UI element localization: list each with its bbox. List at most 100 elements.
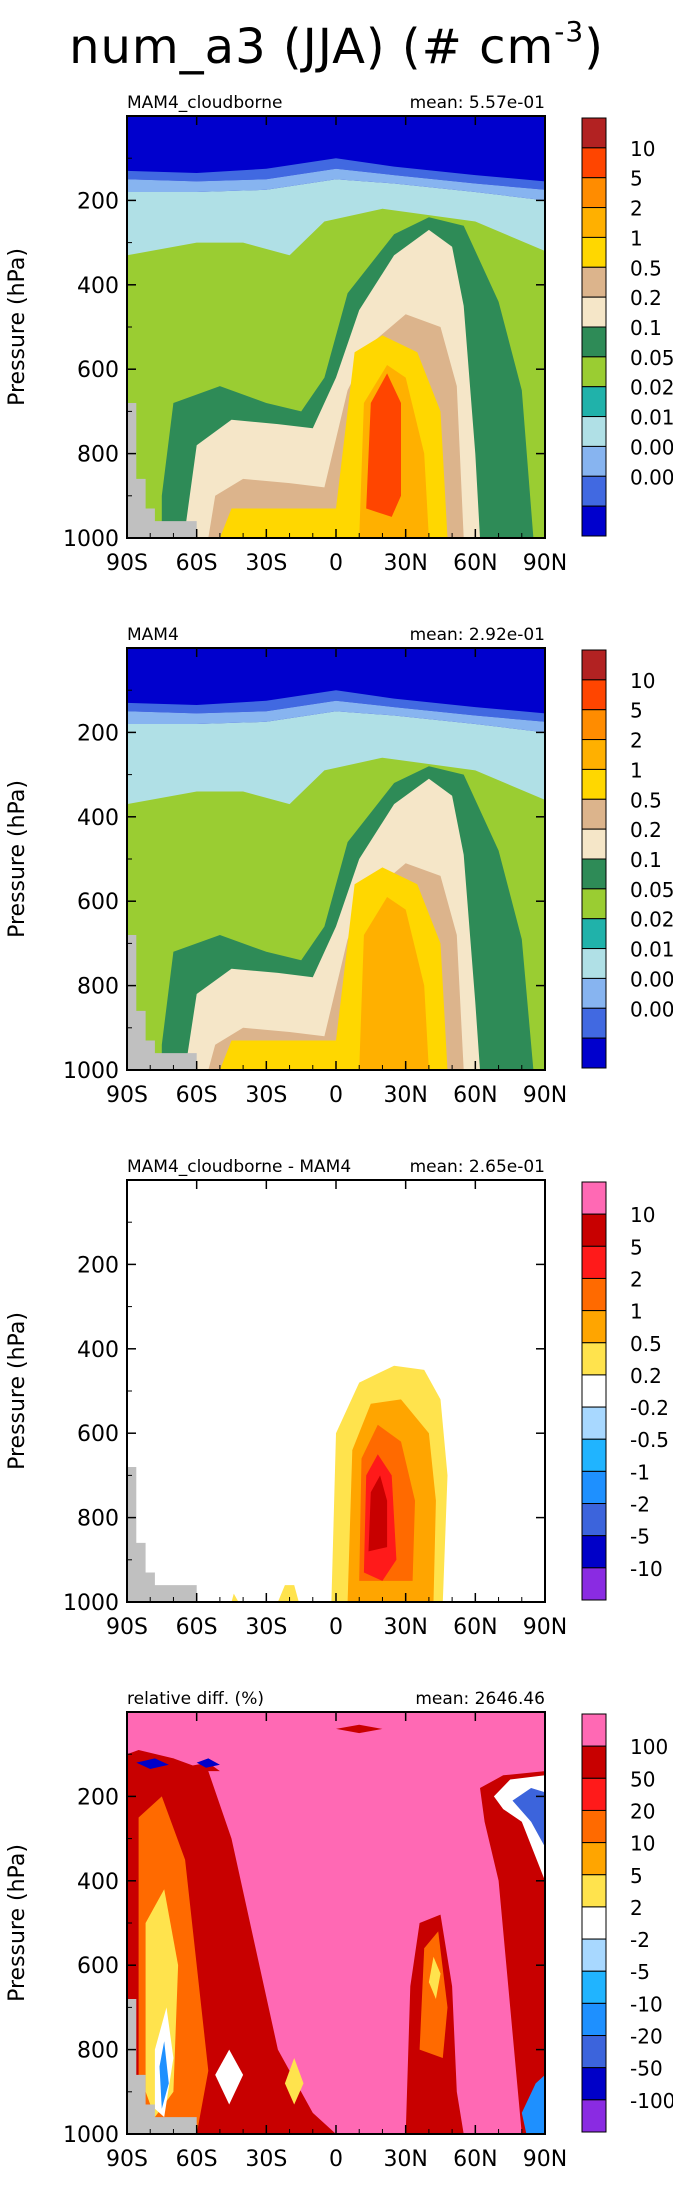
- contour-level-2: [127, 700, 545, 733]
- x-tick-label: 30N: [383, 1615, 427, 1640]
- colorbar-box: [581, 858, 607, 890]
- colorbar-label: -0.2: [630, 1396, 669, 1420]
- y-tick-label: 200: [77, 189, 119, 214]
- x-tick-label: 60S: [176, 2147, 218, 2172]
- y-tick-label: 800: [77, 975, 119, 1000]
- y-tick-label: 800: [77, 443, 119, 468]
- colorbar-box: [581, 296, 607, 328]
- missing-data-region: [127, 403, 197, 538]
- contour-level-10: [366, 373, 401, 517]
- colorbar-label: 0.005: [630, 967, 673, 991]
- y-tick-label: 1000: [63, 1059, 119, 1084]
- colorbar-label: 5: [630, 1235, 643, 1259]
- panel-title: MAM4_cloudborne: [127, 93, 282, 113]
- contour-rel-nh-2: [428, 1956, 441, 1999]
- y-tick-label: 600: [77, 1422, 119, 1447]
- contour-panel-relative-diff: 90S 60S 30S 0 30N 60N 90N 200 400 600 800 1000 Press…: [5, 1689, 673, 2172]
- colorbar-box: [581, 1245, 607, 1279]
- colorbar-box: [581, 1374, 607, 1408]
- panel-mean-label: mean: 2.65e-01: [410, 1157, 545, 1177]
- x-tick-label: 90S: [106, 1083, 148, 1108]
- x-tick-label: 90N: [523, 551, 567, 576]
- colorbar-label: -10: [630, 1557, 663, 1581]
- colorbar-label: 0.01: [630, 938, 673, 962]
- colorbar-label: 100: [630, 1735, 668, 1759]
- y-tick-label: 800: [77, 2039, 119, 2064]
- contour-level-0: [127, 116, 545, 182]
- colorbar-label: -1: [630, 1460, 650, 1484]
- x-tick-label: 90S: [106, 1615, 148, 1640]
- contour-diff-speck: [231, 1593, 239, 1602]
- x-tick-label: 0: [329, 1615, 343, 1640]
- colorbar-box: [581, 977, 607, 1009]
- colorbar-label: 0.5: [630, 256, 662, 280]
- y-axis-label: Pressure (hPa): [5, 780, 30, 938]
- colorbar-box: [581, 147, 607, 179]
- colorbar-box: [581, 266, 607, 298]
- y-axis-label: Pressure (hPa): [5, 1312, 30, 1470]
- x-tick-label: 0: [329, 1083, 343, 1108]
- colorbar-label: 20: [630, 1799, 655, 1823]
- contour-level-1: [127, 158, 545, 190]
- colorbar-box: [581, 326, 607, 358]
- colorbar-label: 0.5: [630, 788, 662, 812]
- colorbar-box: [581, 709, 607, 741]
- colorbar-label: 10: [630, 669, 655, 693]
- colorbar-label: 0.01: [630, 406, 673, 430]
- colorbar-box: [581, 416, 607, 447]
- colorbar-box: [581, 1438, 607, 1472]
- x-tick-label: 60S: [176, 1615, 218, 1640]
- contour-diff-5: [368, 1475, 388, 1552]
- colorbar-label: 0.005: [630, 435, 673, 459]
- colorbar-label: 0.002: [630, 465, 673, 489]
- x-tick-label: 60N: [453, 1615, 497, 1640]
- contour-panel-mam4: 90S 60S 30S 0 30N 60N 90N 200 400 600 800 1000 Press…: [5, 625, 673, 1108]
- colorbar-box: [581, 386, 607, 418]
- panel-mean-label: mean: 5.57e-01: [410, 93, 545, 113]
- colorbar-label: 10: [630, 1203, 655, 1227]
- colorbar-box: [581, 1310, 607, 1344]
- colorbar-box: [581, 948, 607, 979]
- contour-level-0: [127, 648, 545, 714]
- colorbar-box: [581, 1181, 607, 1215]
- panel-title: MAM4: [127, 625, 179, 645]
- contour-rel-white-2: [215, 2049, 244, 2105]
- colorbar-box: [581, 1970, 607, 2004]
- colorbar-label: -2: [630, 1928, 650, 1952]
- panel-mean-label: mean: 2646.46: [415, 1689, 545, 1709]
- contour-rel-arctic-surface: [521, 2074, 545, 2134]
- colorbar-label: 50: [630, 1767, 655, 1791]
- contour-rel-2b: [284, 2058, 304, 2105]
- colorbar-label: 0.5: [630, 1332, 662, 1356]
- plot-area: [127, 1180, 545, 1602]
- colorbar-label: 0.002: [630, 997, 673, 1021]
- x-tick-label: 90N: [523, 2147, 567, 2172]
- colorbar-label: 10: [630, 1832, 655, 1856]
- colorbar-label: -10: [630, 1992, 663, 2016]
- y-tick-label: 400: [77, 806, 119, 831]
- colorbar-label: 1: [630, 226, 643, 250]
- colorbar-box: [581, 236, 607, 268]
- colorbar-box: [581, 445, 607, 477]
- colorbar-label: 2: [630, 729, 643, 753]
- x-tick-label: 60N: [453, 551, 497, 576]
- x-tick-label: 30S: [245, 1615, 287, 1640]
- colorbar-box: [581, 1503, 607, 1537]
- x-tick-label: 60S: [176, 551, 218, 576]
- contour-rel-nh-10: [419, 1931, 448, 2058]
- contour-level-2: [127, 168, 545, 201]
- contour-rel-top-blue-2: [196, 1758, 220, 1768]
- colorbar-box: [581, 1406, 607, 1440]
- colorbar-box: [581, 2002, 607, 2037]
- y-tick-label: 200: [77, 721, 119, 746]
- colorbar-label: -50: [630, 2057, 663, 2081]
- x-tick-label: 60N: [453, 1083, 497, 1108]
- x-tick-label: 30S: [245, 551, 287, 576]
- colorbar-box: [581, 1777, 607, 1811]
- y-tick-label: 400: [77, 1870, 119, 1895]
- y-tick-label: 600: [77, 358, 119, 383]
- x-tick-label: 30N: [383, 1083, 427, 1108]
- contour-panel-difference: 90S 60S 30S 0 30N 60N 90N 200 400 600 800 1000 Press…: [5, 1157, 669, 1640]
- colorbar-box: [581, 1809, 607, 1844]
- colorbar-box: [581, 1906, 607, 1940]
